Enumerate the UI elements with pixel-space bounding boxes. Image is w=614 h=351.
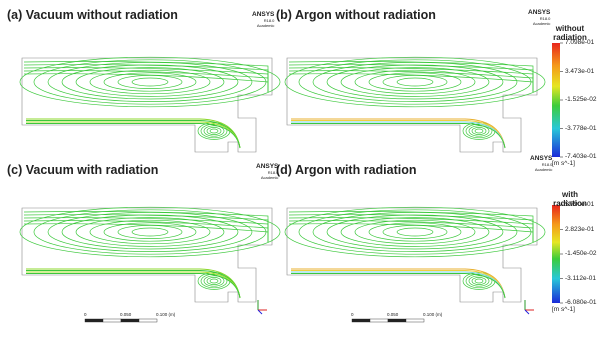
colorbar-tick-label: -3.778e-01 (565, 125, 596, 132)
streamline (118, 225, 182, 238)
colorbar (552, 205, 560, 303)
streamline (132, 78, 168, 86)
streamline (34, 60, 266, 104)
streamline (299, 210, 531, 254)
panel-title: (a) Vacuum without radiation (7, 8, 178, 22)
colorbar-tick-label: 2.823e-01 (565, 226, 594, 233)
streamline (34, 210, 266, 254)
panel-title: (d) Argon with radiation (276, 163, 417, 177)
colorbar-tick-label: -3.112e-01 (565, 275, 596, 282)
logo-text: ANSYS (530, 155, 552, 162)
colorbar-tick-label: -1.450e-02 (565, 250, 596, 257)
streamline (132, 228, 168, 236)
axis-triad (258, 310, 262, 314)
logo-text: ANSYS (528, 9, 550, 16)
streamline (24, 74, 268, 92)
streamline (397, 228, 433, 236)
colorbar-tick-label: 5.790e-01 (565, 201, 594, 208)
panel-title: (c) Vacuum with radiation (7, 163, 158, 177)
scale-bar-segment (352, 319, 370, 322)
colorbar-tick-label: 7.098e-01 (565, 39, 594, 46)
figure: (a) Vacuum without radiation (b) Argon w… (0, 0, 614, 351)
axis-triad (525, 310, 529, 314)
colorbar-tick-label: 3.473e-01 (565, 68, 594, 75)
streamline (383, 75, 447, 88)
scale-bar-segment (121, 319, 139, 322)
colorbar-unit: [m s^-1] (552, 306, 575, 313)
streamline (210, 279, 218, 283)
colorbar-tick-label: -6.080e-01 (565, 299, 596, 306)
scale-bar-label: 0.050 (387, 312, 398, 317)
scale-bar-segment (388, 319, 406, 322)
colorbar-tick-label: -1.525e-02 (565, 96, 596, 103)
streamline (289, 224, 533, 242)
logo-edition: Academic (256, 175, 278, 180)
colorbar (552, 43, 560, 157)
streamline (24, 224, 268, 242)
colorbar-tick-label: -7.403e-01 (565, 153, 596, 160)
streamline (383, 225, 447, 238)
scale-bar-segment (406, 319, 424, 322)
scale-bar-label: 0.100 (m) (156, 312, 175, 317)
scale-bar-segment (103, 319, 121, 322)
colorbar-unit: [m s^-1] (552, 160, 575, 167)
scale-bar-label: 0 (84, 312, 87, 317)
streamline (475, 129, 483, 133)
scale-bar-segment (139, 319, 157, 322)
streamline (397, 78, 433, 86)
panel-title: (b) Argon without radiation (276, 8, 436, 22)
scale-bar-label: 0.100 (m) (423, 312, 442, 317)
streamline (118, 75, 182, 88)
streamline (472, 277, 486, 284)
scale-bar-segment (370, 319, 388, 322)
logo-text: ANSYS (256, 163, 278, 170)
streamline (475, 279, 483, 283)
streamline (472, 127, 486, 134)
scale-bar-segment (85, 319, 103, 322)
scale-bar-label: 0 (351, 312, 354, 317)
logo-edition: Academic (530, 167, 552, 172)
logo-edition: Academic (252, 23, 274, 28)
streamline (210, 129, 218, 133)
streamline (299, 60, 531, 104)
streamline (289, 74, 533, 92)
scale-bar-label: 0.050 (120, 312, 131, 317)
streamline (207, 127, 221, 134)
logo-text: ANSYS (252, 11, 274, 18)
streamline (207, 277, 221, 284)
